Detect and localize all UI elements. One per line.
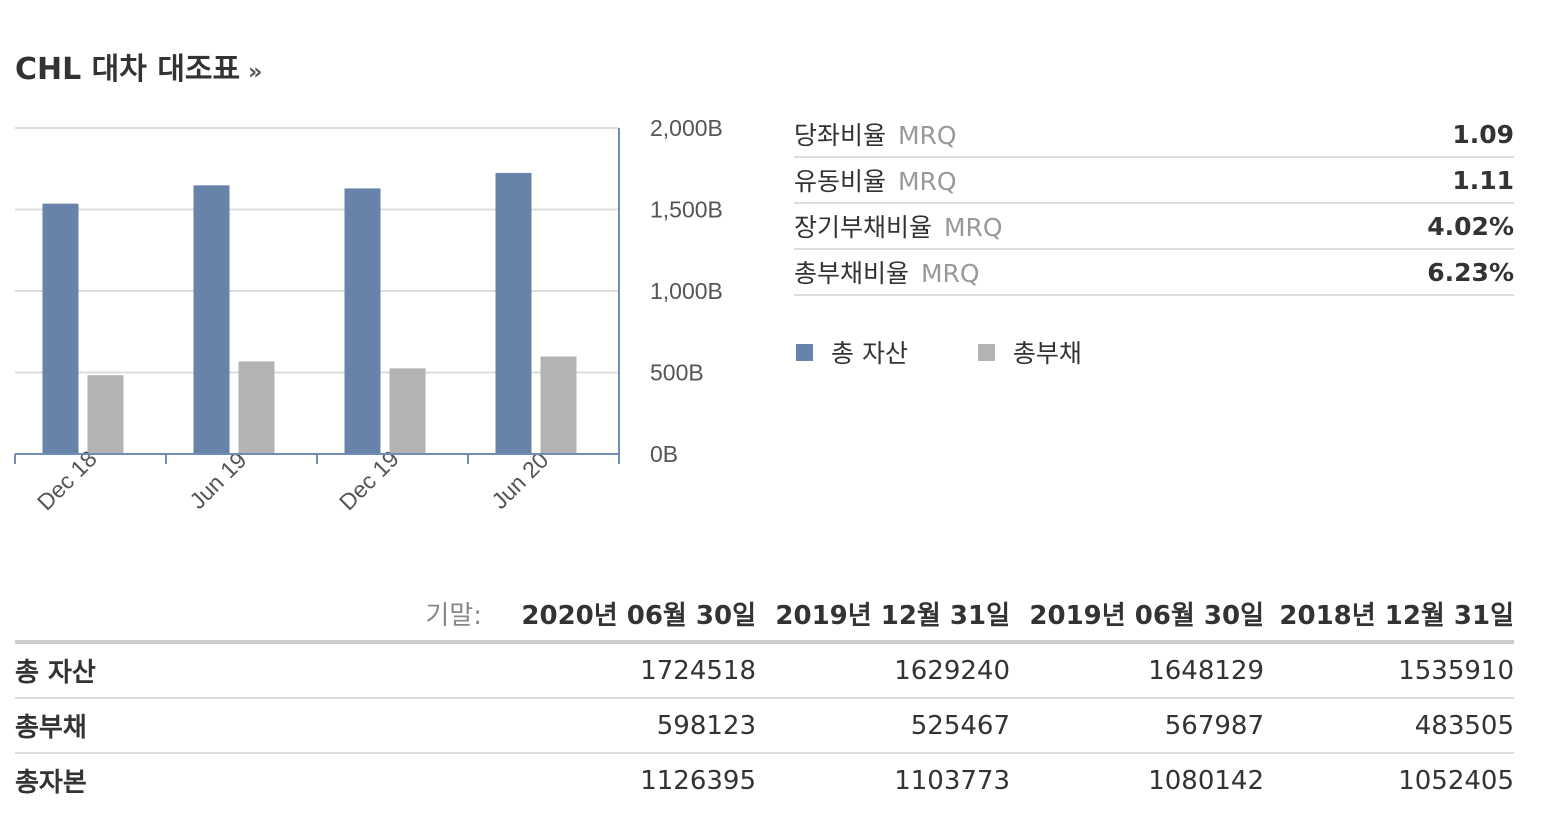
- column-header: 2020년 06월 30일: [502, 586, 756, 644]
- table-cell: 1629240: [756, 642, 1010, 699]
- ratio-row: 당좌비율 MRQ 1.09: [794, 112, 1514, 158]
- page-title: CHL 대차 대조표 »: [15, 44, 262, 88]
- ratio-tag: MRQ: [920, 259, 980, 288]
- column-header: 2018년 12월 31일: [1264, 586, 1514, 644]
- column-header: 2019년 12월 31일: [756, 586, 1010, 644]
- legend-item-total-assets[interactable]: 총 자산: [796, 334, 908, 370]
- table-cell: 1126395: [640, 765, 756, 796]
- row-label: 총부채: [15, 698, 260, 754]
- row-spacer: [260, 698, 502, 754]
- bar: [389, 368, 426, 454]
- ratio-tag: MRQ: [943, 213, 1003, 242]
- ratio-name: 당좌비율: [794, 121, 887, 150]
- ratio-name-cell: 장기부채비율 MRQ: [794, 203, 1303, 250]
- ratios-table: 당좌비율 MRQ 1.09 유동비율 MRQ 1.11 장기부채비율 MRQ 4…: [794, 112, 1514, 296]
- row-spacer: [260, 642, 502, 699]
- header-spacer: [15, 586, 260, 644]
- bar: [87, 375, 124, 454]
- table-cell: 1052405: [1398, 765, 1514, 796]
- x-tick-label: Dec 19: [334, 445, 404, 515]
- ratio-row: 장기부채비율 MRQ 4.02%: [794, 203, 1514, 250]
- more-link-icon[interactable]: »: [248, 60, 263, 85]
- y-tick-label: 1,500B: [650, 197, 723, 223]
- bar: [540, 356, 577, 454]
- ratio-tag: MRQ: [897, 167, 957, 196]
- table-row: 총 자산 1724518 1629240 1648129 1535910: [15, 642, 1514, 699]
- row-label: 총 자산: [15, 642, 260, 699]
- ratio-tag: MRQ: [897, 121, 957, 150]
- period-label: 기말:: [260, 586, 502, 644]
- table-header-row: 기말: 2020년 06월 30일 2019년 12월 31일 2019년 06…: [15, 586, 1514, 644]
- ratio-name: 장기부채비율: [794, 213, 933, 242]
- bar: [42, 203, 79, 454]
- ratio-name: 유동비율: [794, 167, 887, 196]
- table-row: 총부채 598123 525467 567987 483505: [15, 698, 1514, 754]
- ratio-value: 6.23%: [1302, 249, 1514, 296]
- y-tick-label: 2,000B: [650, 115, 723, 141]
- row-spacer: [260, 753, 502, 807]
- legend-swatch: [977, 343, 995, 361]
- legend-item-total-liabilities[interactable]: 총부채: [977, 334, 1082, 370]
- table-row: 총자본 1126395 1103773 1080142 1052405: [15, 753, 1514, 807]
- legend-swatch: [796, 343, 813, 361]
- ratio-row: 총부채비율 MRQ 6.23%: [794, 249, 1514, 296]
- table-cell: 567987: [1010, 698, 1264, 754]
- x-tick-label: Jun 20: [486, 447, 553, 514]
- y-tick-label: 1,000B: [650, 278, 723, 304]
- ratio-name-cell: 유동비율 MRQ: [794, 157, 1303, 204]
- bar: [193, 185, 230, 454]
- ratio-value: 1.09: [1302, 112, 1514, 158]
- bar: [238, 361, 275, 454]
- ratio-value: 1.11: [1302, 157, 1514, 204]
- x-tick-label: Jun 19: [184, 447, 251, 514]
- ratio-row: 유동비율 MRQ 1.11: [794, 157, 1514, 204]
- row-label: 총자본: [15, 768, 87, 798]
- table-cell: 598123: [502, 698, 756, 754]
- ratio-name: 총부채비율: [794, 259, 910, 288]
- bar: [495, 172, 532, 454]
- balance-sheet-table: 기말: 2020년 06월 30일 2019년 12월 31일 2019년 06…: [15, 586, 1514, 807]
- table-cell: 1648129: [1010, 642, 1264, 699]
- ratio-name-cell: 당좌비율 MRQ: [794, 112, 1303, 158]
- ratio-value: 4.02%: [1302, 203, 1514, 250]
- table-cell: 525467: [756, 698, 1010, 754]
- balance-sheet-chart: Dec 18 Jun 19 Dec 19 Jun 20 0B 500B 1,000B 1,50…: [0, 110, 760, 570]
- y-tick-label: 500B: [650, 360, 704, 386]
- ratio-name-cell: 총부채비율 MRQ: [794, 249, 1303, 296]
- column-header: 2019년 06월 30일: [1010, 586, 1264, 644]
- chart-svg: Dec 18 Jun 19 Dec 19 Jun 20 0B 500B 1,000B 1,50…: [14, 115, 723, 515]
- table-cell: 1103773: [894, 765, 1010, 796]
- x-tick-label: Dec 18: [32, 445, 102, 515]
- table-cell: 1535910: [1264, 642, 1514, 699]
- table-cell: 1080142: [1148, 765, 1264, 796]
- title-text: CHL 대차 대조표: [15, 52, 241, 87]
- bar: [344, 188, 381, 454]
- table-cell: 1724518: [502, 642, 756, 699]
- table-cell: 483505: [1264, 698, 1514, 754]
- y-tick-label: 0B: [650, 441, 678, 467]
- chart-legend: 총 자산 총부채: [796, 334, 1144, 370]
- legend-label: 총부채: [1012, 339, 1082, 368]
- legend-label: 총 자산: [831, 339, 908, 368]
